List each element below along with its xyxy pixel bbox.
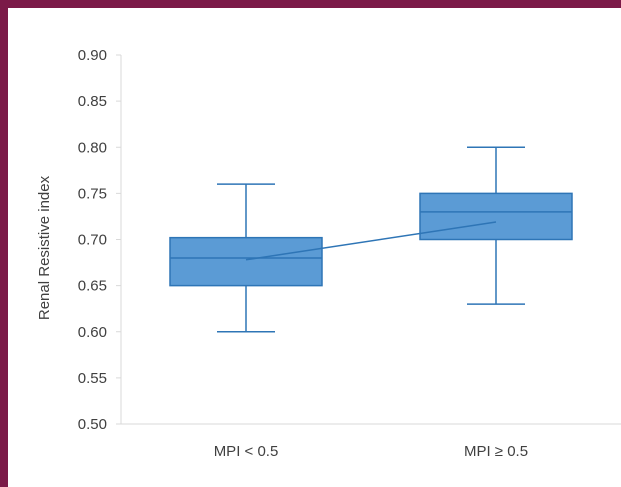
box-group [419,146,573,305]
y-tick-label: 0.60 [78,324,107,341]
x-category-label: MPI < 0.5 [214,443,279,460]
box-group [169,183,323,333]
boxes [169,146,573,333]
box-iqr [169,236,323,287]
box-plot-chart: Renal Resistive index 0.900.850.800.750.… [36,47,621,460]
y-tick-label: 0.70 [78,232,107,249]
box-iqr [419,192,573,241]
y-tick-label: 0.65 [78,278,107,295]
y-tick-label: 0.90 [78,47,107,64]
y-axis-title: Renal Resistive index [36,175,53,320]
y-tick-label: 0.80 [78,139,107,156]
labels: 0.90 0.85 0.80 0.75 0.70 0.65 0.60 0.55 0.50 MPI … [78,47,528,460]
axes [116,54,621,425]
chart-frame: Renal Resistive index 0.90 0.85 0.80 0.75 0.… [8,8,621,487]
y-tick-label: 0.50 [78,416,107,433]
x-category-label: MPI ≥ 0.5 [464,443,528,460]
y-tick-label: 0.85 [78,93,107,110]
y-tick-label: 0.75 [78,185,107,202]
mean-connector-line [245,221,497,261]
y-tick-label: 0.55 [78,370,107,387]
